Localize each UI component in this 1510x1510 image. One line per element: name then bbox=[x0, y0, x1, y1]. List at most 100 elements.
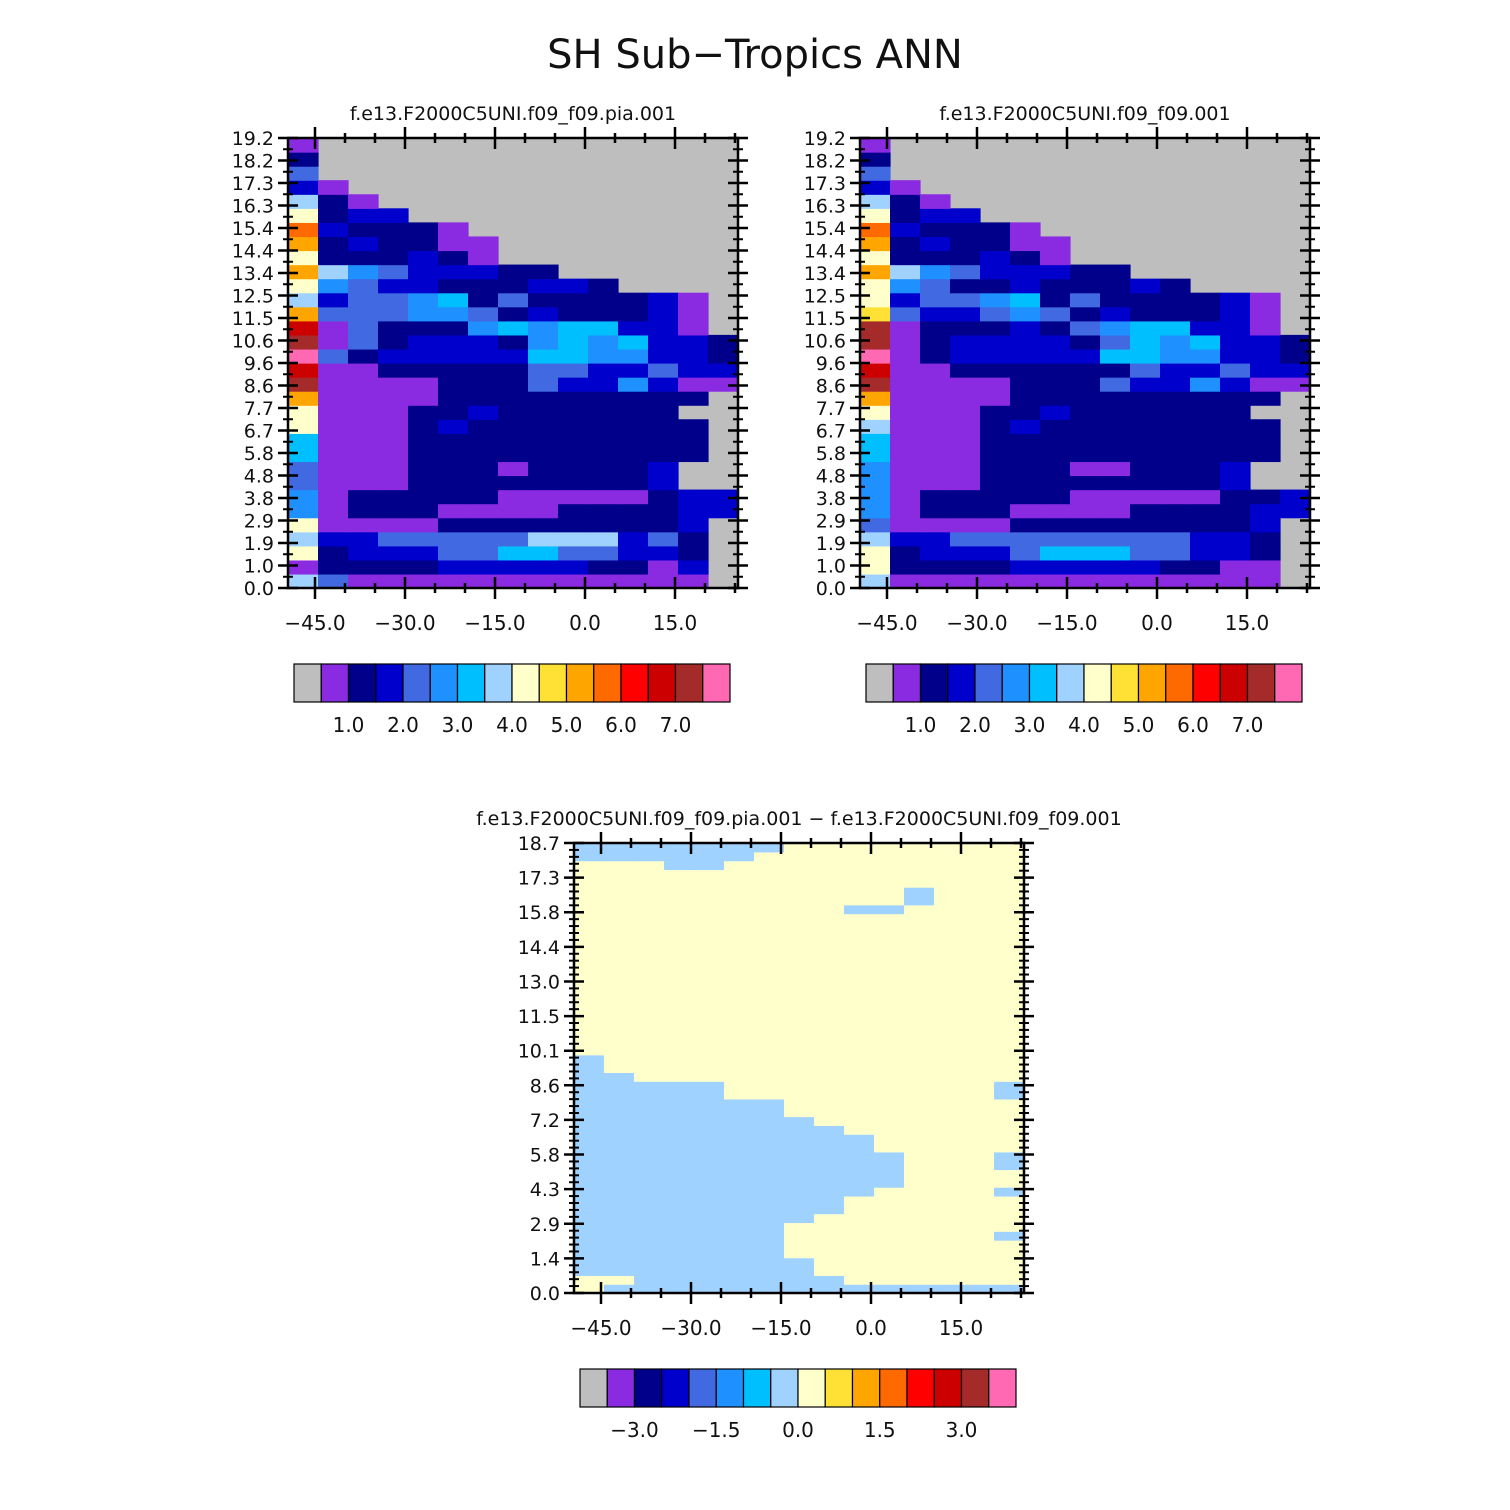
heatmap-cell bbox=[1040, 461, 1071, 477]
heatmap-cell bbox=[378, 531, 409, 547]
heatmap-cell bbox=[604, 843, 635, 853]
heatmap-cell bbox=[950, 264, 981, 280]
heatmap-cell bbox=[1010, 320, 1041, 336]
heatmap-cell bbox=[648, 461, 679, 477]
heatmap-cell bbox=[1190, 573, 1221, 589]
heatmap-cell bbox=[964, 1231, 995, 1241]
y-tick-label: 0.0 bbox=[530, 1283, 560, 1305]
colorbar-box bbox=[960, 1368, 990, 1408]
heatmap-cell bbox=[1130, 348, 1161, 364]
heatmap-cell bbox=[288, 391, 319, 406]
heatmap-cell bbox=[724, 895, 755, 906]
heatmap-cell bbox=[994, 887, 1025, 897]
heatmap-cell bbox=[994, 1019, 1025, 1029]
heatmap-cell bbox=[904, 843, 935, 853]
heatmap-cell bbox=[920, 573, 951, 589]
heatmap-cell bbox=[588, 433, 619, 448]
heatmap-cell bbox=[634, 1284, 665, 1294]
y-tick-label: 18.7 bbox=[518, 833, 560, 855]
heatmap-cell bbox=[664, 1054, 695, 1065]
heatmap-cell bbox=[1070, 503, 1101, 519]
heatmap-cell bbox=[844, 1081, 875, 1091]
heatmap-cell bbox=[994, 1107, 1025, 1118]
heatmap-cell bbox=[920, 503, 951, 519]
heatmap-cell bbox=[1100, 461, 1131, 477]
heatmap-cell bbox=[1130, 573, 1161, 589]
heatmap-cell bbox=[754, 860, 785, 871]
heatmap-cell bbox=[934, 1107, 965, 1118]
heatmap-cell bbox=[348, 278, 379, 294]
heatmap-cell bbox=[618, 320, 649, 336]
heatmap-cell bbox=[618, 405, 649, 420]
heatmap-cell bbox=[634, 1125, 665, 1135]
heatmap-cell bbox=[574, 984, 605, 994]
heatmap-cell bbox=[694, 1178, 725, 1188]
heatmap-cell bbox=[994, 895, 1025, 906]
heatmap-cell bbox=[784, 1187, 815, 1197]
colorbar-box bbox=[742, 1368, 772, 1408]
heatmap-cell bbox=[844, 1134, 875, 1144]
heatmap-cell bbox=[784, 966, 815, 976]
y-tick-label: 13.0 bbox=[518, 971, 560, 993]
heatmap-cell bbox=[498, 503, 529, 519]
heatmap-cell bbox=[754, 975, 785, 985]
heatmap-cell bbox=[1010, 363, 1041, 378]
y-tick-label: 10.1 bbox=[518, 1041, 560, 1063]
colorbar-label: 5.0 bbox=[1123, 713, 1155, 737]
heatmap-cell bbox=[724, 851, 755, 862]
heatmap-cell bbox=[408, 292, 439, 308]
heatmap-cell bbox=[964, 1257, 995, 1268]
heatmap-cell bbox=[1040, 559, 1071, 575]
heatmap-cell bbox=[1070, 475, 1101, 491]
y-tick-label: 5.8 bbox=[530, 1145, 560, 1167]
heatmap-cell bbox=[814, 966, 845, 976]
heatmap-cell bbox=[814, 1257, 845, 1268]
heatmap-cell bbox=[618, 545, 649, 561]
heatmap-cell bbox=[648, 348, 679, 364]
panel-difference: f.e13.F2000C5UNI.f09_f09.pia.001 − f.e13… bbox=[476, 808, 1121, 1442]
heatmap-cell bbox=[904, 1222, 935, 1232]
heatmap-cell bbox=[1010, 517, 1041, 533]
heatmap-cell bbox=[1010, 559, 1041, 575]
heatmap-cell bbox=[874, 887, 905, 897]
heatmap-cell bbox=[468, 363, 499, 378]
heatmap-cell bbox=[950, 363, 981, 378]
heatmap-cell bbox=[754, 1248, 785, 1259]
heatmap-cell bbox=[934, 957, 965, 968]
heatmap-cell bbox=[664, 1151, 695, 1162]
heatmap-cell bbox=[1130, 391, 1161, 406]
heatmap-cell bbox=[348, 461, 379, 477]
heatmap-cell bbox=[348, 573, 379, 589]
heatmap-cell bbox=[844, 1231, 875, 1241]
heatmap-cell bbox=[664, 1143, 695, 1153]
colorbar-box bbox=[661, 1368, 690, 1408]
heatmap-cell bbox=[1100, 278, 1131, 294]
heatmap-cell bbox=[678, 489, 709, 505]
heatmap-cell bbox=[844, 1195, 875, 1206]
heatmap-cell bbox=[1250, 363, 1281, 378]
heatmap-cell bbox=[844, 1054, 875, 1065]
heatmap-cell bbox=[904, 993, 935, 1003]
heatmap-cell bbox=[814, 984, 845, 994]
heatmap-cell bbox=[1160, 292, 1191, 308]
heatmap-cell bbox=[604, 1204, 635, 1215]
heatmap-cell bbox=[1160, 306, 1191, 322]
heatmap-cell bbox=[648, 531, 679, 547]
heatmap-cell bbox=[664, 1266, 695, 1276]
heatmap-cell bbox=[348, 489, 379, 505]
heatmap-cell bbox=[904, 957, 935, 968]
heatmap-cell bbox=[558, 292, 589, 308]
heatmap-cell bbox=[438, 377, 469, 392]
heatmap-cell bbox=[348, 447, 379, 463]
heatmap-cell bbox=[558, 447, 589, 463]
heatmap-cell bbox=[874, 1054, 905, 1065]
heatmap-cell bbox=[844, 1257, 875, 1268]
heatmap-cell bbox=[980, 363, 1011, 378]
heatmap-cell bbox=[664, 1178, 695, 1188]
heatmap-cell bbox=[904, 922, 935, 932]
heatmap-cell bbox=[994, 1037, 1025, 1047]
heatmap-cell bbox=[1130, 517, 1161, 533]
colorbar-label: 1.0 bbox=[905, 713, 937, 737]
heatmap-cell bbox=[664, 1019, 695, 1029]
heatmap-cell bbox=[964, 887, 995, 897]
